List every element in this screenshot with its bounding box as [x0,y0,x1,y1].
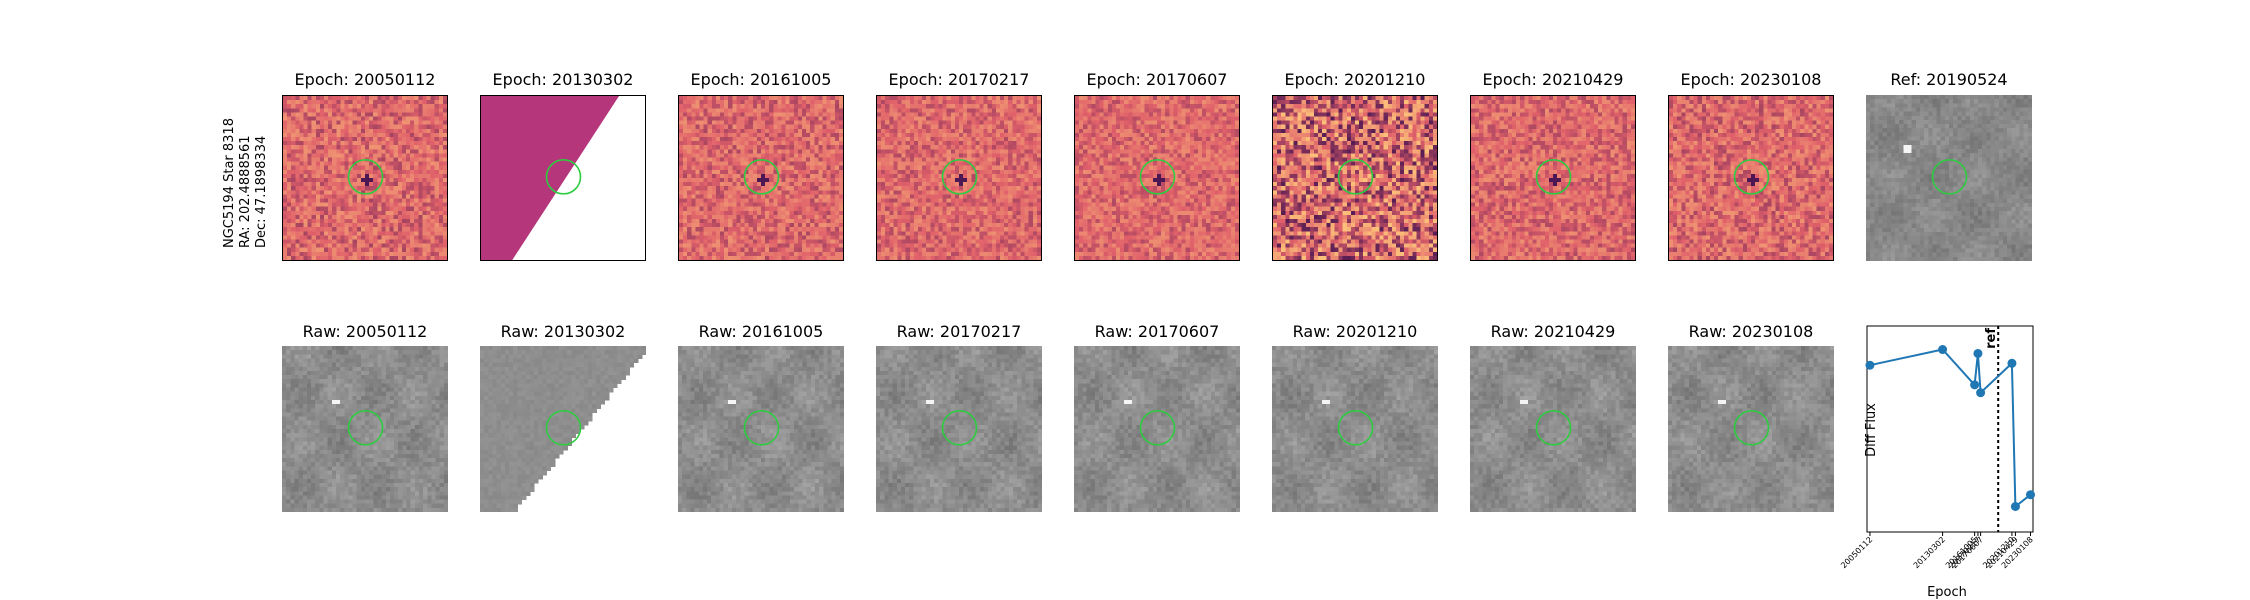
diff-title-1: Epoch: 20050112 [265,70,465,89]
raw-title-7: Raw: 20210429 [1453,322,1653,341]
raw-image-2 [480,346,646,512]
aperture-circle [941,159,978,195]
aperture-circle [941,410,978,446]
diff-title-8: Epoch: 20230108 [1651,70,1851,89]
aperture-circle [545,410,582,446]
data-point [1970,380,1980,390]
aperture-circle [1337,159,1374,195]
x-axis-label: Epoch [1927,585,1967,600]
raw-title-3: Raw: 20161005 [661,322,861,341]
aperture-circle [1733,159,1770,195]
raw-image-7 [1470,346,1636,512]
aperture-circle [347,159,384,195]
data-point [1976,388,1986,398]
x-tick-label: 20050112 [1840,535,1874,570]
raw-title-6: Raw: 20201210 [1255,322,1455,341]
diff-image-6 [1272,95,1438,261]
data-point [1865,360,1875,370]
diff-image-7 [1470,95,1636,261]
aperture-circle [545,159,582,195]
diff-title-6: Epoch: 20201210 [1255,70,1455,89]
data-point [2010,501,2020,511]
aperture-circle [1733,410,1770,446]
raw-image-5 [1074,346,1240,512]
diff-image-8 [1668,95,1834,261]
data-point [2007,358,2017,368]
diff-image-4 [876,95,1042,261]
target-name: NGC5194 Star 8318 [222,118,238,248]
raw-image-1 [282,346,448,512]
data-point [2026,490,2036,500]
aperture-circle [1139,159,1176,195]
diff-image-2 [480,95,646,261]
ref-image [1866,95,2032,261]
aperture-circle [1535,410,1572,446]
target-ra: RA: 202.4888561 [238,118,254,248]
aperture-circle [743,410,780,446]
diff-flux-line [1869,348,2032,509]
aperture-circle [1535,159,1572,195]
target-dec: Dec: 47.1898334 [254,118,270,248]
ref-label: ref [1984,328,1999,349]
diff-title-4: Epoch: 20170217 [859,70,1059,89]
raw-title-1: Raw: 20050112 [265,322,465,341]
diff-image-1 [282,95,448,261]
x-tick-label: 20130302 [1912,535,1947,570]
diff-image-3 [678,95,844,261]
raw-image-3 [678,346,844,512]
diff-image-5 [1074,95,1240,261]
raw-image-8 [1668,346,1834,512]
y-axis-label: Diff Flux [1864,403,1879,457]
data-point [1938,345,1948,355]
aperture-circle [1337,410,1374,446]
aperture-circle [743,159,780,195]
diff-title-2: Epoch: 20130302 [463,70,663,89]
raw-title-4: Raw: 20170217 [859,322,1059,341]
raw-title-8: Raw: 20230108 [1651,322,1851,341]
raw-title-5: Raw: 20170607 [1057,322,1257,341]
data-point [1973,348,1983,358]
diff-title-3: Epoch: 20161005 [661,70,861,89]
diff-title-7: Epoch: 20210429 [1453,70,1653,89]
raw-title-2: Raw: 20130302 [463,322,663,341]
ref-title: Ref: 20190524 [1849,70,2049,89]
diff-title-5: Epoch: 20170607 [1057,70,1257,89]
raw-image-4 [876,346,1042,512]
raw-image-6 [1272,346,1438,512]
aperture-circle [1931,159,1968,195]
aperture-circle [347,410,384,446]
aperture-circle [1139,410,1176,446]
target-label: NGC5194 Star 8318 RA: 202.4888561 Dec: 4… [222,118,270,248]
